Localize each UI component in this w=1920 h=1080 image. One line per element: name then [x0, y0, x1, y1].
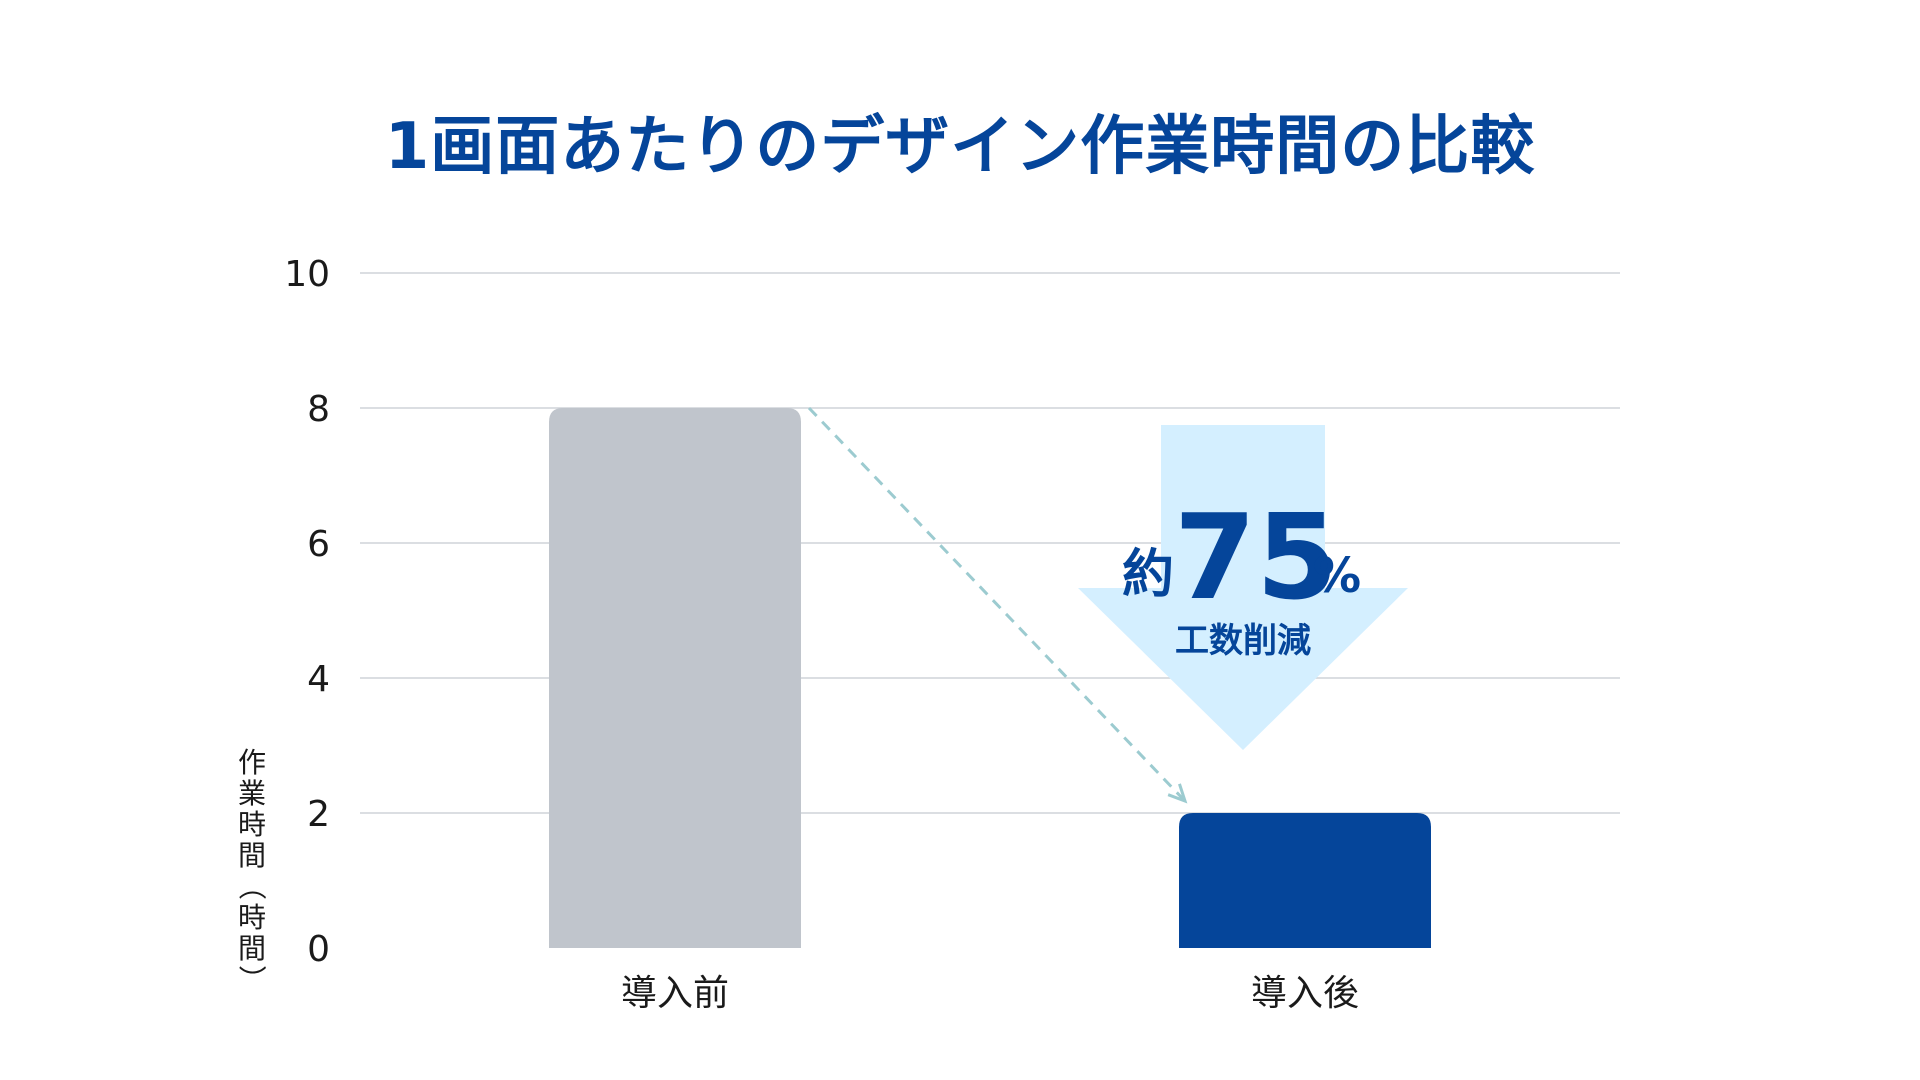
chart-title: 1画面あたりのデザイン作業時間の比較	[384, 110, 1536, 184]
x-axis-categories: 導入前 導入後	[621, 973, 1359, 1014]
y-axis-label-char: 間	[238, 932, 266, 965]
callout-number: 75	[1174, 488, 1338, 626]
down-arrow-shape	[1078, 425, 1408, 750]
connector-arrowhead	[1167, 783, 1188, 804]
dashed-connector	[807, 406, 1187, 803]
y-axis-label-char: 業	[238, 777, 266, 810]
y-axis-label: 作業時間（時間）	[235, 746, 268, 993]
y-tick-label: 8	[307, 389, 330, 430]
y-axis-label-char: 間	[238, 839, 266, 872]
callout-prefix: 約	[1122, 545, 1174, 605]
bar-before	[549, 408, 801, 948]
y-axis-label-char: 時	[238, 901, 266, 934]
y-axis-label-char: （	[235, 872, 268, 900]
y-axis-ticks: 0 2 4 6 8 10	[284, 254, 330, 970]
x-category-label: 導入後	[1251, 973, 1359, 1014]
y-axis-label-char: 時	[238, 808, 266, 841]
x-category-label: 導入前	[621, 973, 729, 1014]
y-axis-label-char: 作	[238, 746, 266, 779]
callout-subtitle: 工数削減	[1175, 621, 1311, 661]
callout-suffix: %	[1313, 548, 1361, 604]
y-tick-label: 0	[307, 929, 330, 970]
y-tick-label: 10	[284, 254, 330, 295]
y-tick-label: 2	[307, 794, 330, 835]
bars	[549, 408, 1431, 948]
trend-connector	[807, 406, 1188, 804]
y-axis-label-char: ）	[235, 965, 268, 993]
y-tick-label: 6	[307, 524, 330, 565]
reduction-callout: 約 75 % 工数削減	[1078, 425, 1408, 750]
y-tick-label: 4	[307, 659, 330, 700]
bar-after	[1179, 813, 1431, 948]
